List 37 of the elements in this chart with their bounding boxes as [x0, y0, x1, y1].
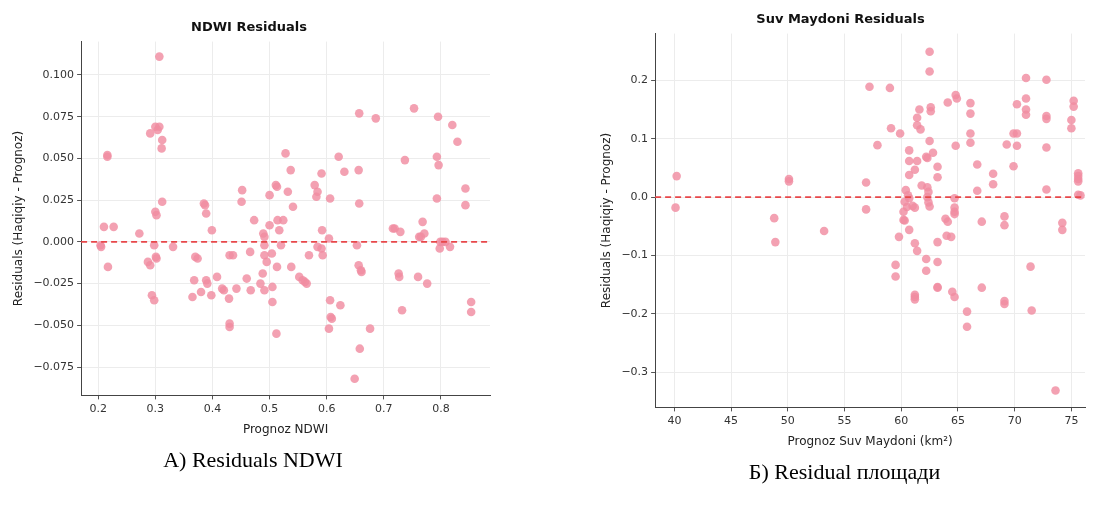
y-tick-label: −0.075 — [33, 359, 75, 373]
y-tick-label: −0.3 — [621, 365, 649, 379]
text: Б) Residual площади — [747, 459, 942, 485]
y-tick-label: 0.050 — [42, 151, 75, 165]
y-axis-title: Residuals (Haqiqiy - Prognoz) — [11, 130, 26, 307]
y-tick-label: 0.100 — [42, 67, 75, 81]
x-tick-label: 70 — [1007, 413, 1022, 427]
text: A) Residuals NDWI — [162, 447, 344, 473]
x-tick-label: 0.7 — [375, 401, 393, 415]
y-tick-label: −0.025 — [33, 276, 75, 290]
x-tick-label: 0.5 — [260, 401, 279, 415]
y-tick-label: −0.2 — [621, 306, 649, 320]
x-tick-label: 0.6 — [317, 401, 336, 415]
y-axis-title: Residuals (Haqiqiy - Prognoz) — [599, 132, 614, 309]
x-tick-label: 65 — [950, 413, 965, 427]
chart-title: Suv Maydoni Residuals — [756, 11, 925, 27]
x-tick-label: 0.3 — [146, 401, 165, 415]
x-tick-label: 75 — [1064, 413, 1079, 427]
x-tick-label: 0.8 — [432, 401, 450, 415]
x-tick-label: 40 — [667, 413, 682, 427]
x-tick-label: 60 — [894, 413, 909, 427]
x-tick-label: 50 — [780, 413, 795, 427]
y-tick-label: 0.0 — [630, 190, 649, 203]
y-tick-label: −0.1 — [621, 248, 649, 262]
x-tick-label: 0.4 — [203, 401, 222, 415]
y-tick-label: 0.075 — [42, 109, 75, 123]
x-tick-label: 45 — [724, 413, 739, 427]
x-tick-label: 0.2 — [89, 401, 107, 415]
y-tick-label: 0.025 — [42, 193, 75, 206]
y-tick-label: 0.000 — [42, 234, 75, 248]
y-tick-label: −0.050 — [33, 318, 75, 332]
x-tick-label: 55 — [837, 413, 852, 427]
x-axis-title: Prognoz NDWI — [242, 421, 329, 436]
chart-title: NDWI Residuals — [191, 19, 308, 35]
x-axis-title: Prognoz Suv Maydoni (km²) — [787, 433, 953, 448]
y-tick-label: 0.2 — [630, 73, 649, 87]
y-tick-label: 0.1 — [630, 131, 649, 145]
